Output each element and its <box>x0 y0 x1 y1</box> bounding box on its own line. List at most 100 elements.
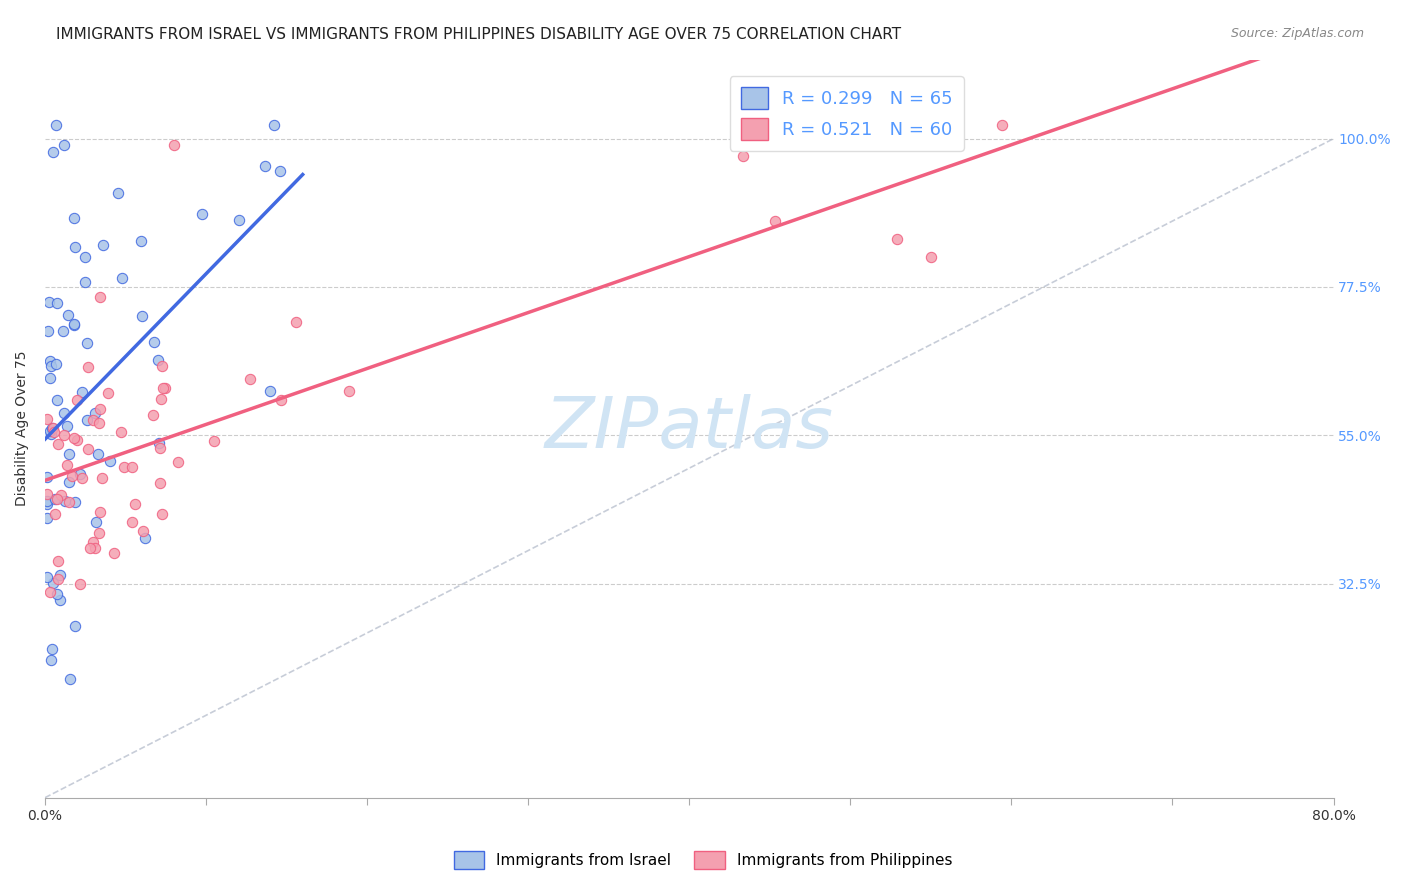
Immigrants from Philippines <box>886 232 908 246</box>
Immigrants from Philippines <box>163 138 186 153</box>
Immigrants from Philippines <box>52 428 75 442</box>
Immigrants from Philippines <box>97 386 120 401</box>
Immigrants from Philippines <box>239 372 262 386</box>
Immigrants from Philippines <box>149 476 172 491</box>
Immigrants from Philippines <box>110 425 132 439</box>
Immigrants from Israel <box>263 119 285 133</box>
Immigrants from Israel <box>91 238 114 252</box>
Legend: R = 0.299   N = 65, R = 0.521   N = 60: R = 0.299 N = 65, R = 0.521 N = 60 <box>730 76 963 151</box>
Immigrants from Philippines <box>155 381 177 395</box>
Immigrants from Philippines <box>763 214 786 228</box>
Immigrants from Israel <box>37 570 59 584</box>
Immigrants from Philippines <box>202 434 225 448</box>
Immigrants from Israel <box>83 406 105 420</box>
Immigrants from Israel <box>70 385 93 400</box>
Immigrants from Philippines <box>35 487 58 501</box>
Immigrants from Israel <box>45 587 67 601</box>
Immigrants from Israel <box>41 359 63 374</box>
Immigrants from Philippines <box>35 411 58 425</box>
Immigrants from Israel <box>146 353 169 368</box>
Immigrants from Philippines <box>89 416 111 430</box>
Immigrants from Israel <box>52 324 75 338</box>
Immigrants from Israel <box>76 336 98 351</box>
Immigrants from Israel <box>35 510 58 524</box>
Immigrants from Philippines <box>63 431 86 445</box>
Immigrants from Philippines <box>112 459 135 474</box>
Immigrants from Israel <box>131 309 153 323</box>
Text: Source: ZipAtlas.com: Source: ZipAtlas.com <box>1230 27 1364 40</box>
Immigrants from Philippines <box>270 392 292 407</box>
Immigrants from Israel <box>35 498 58 512</box>
Immigrants from Philippines <box>46 491 69 506</box>
Immigrants from Israel <box>53 494 76 508</box>
Immigrants from Israel <box>41 575 63 590</box>
Immigrants from Israel <box>39 353 62 368</box>
Immigrants from Israel <box>63 318 86 332</box>
Immigrants from Philippines <box>89 505 111 519</box>
Immigrants from Israel <box>38 295 60 310</box>
Immigrants from Israel <box>191 206 214 220</box>
Immigrants from Israel <box>41 427 63 442</box>
Immigrants from Israel <box>63 211 86 225</box>
Immigrants from Israel <box>65 240 87 254</box>
Immigrants from Philippines <box>41 420 63 434</box>
Immigrants from Israel <box>63 495 86 509</box>
Immigrants from Philippines <box>82 413 104 427</box>
Immigrants from Israel <box>75 250 97 264</box>
Immigrants from Israel <box>107 186 129 200</box>
Immigrants from Israel <box>53 138 76 153</box>
Immigrants from Philippines <box>733 149 755 163</box>
Immigrants from Philippines <box>49 488 72 502</box>
Immigrants from Philippines <box>284 315 307 329</box>
Immigrants from Israel <box>58 308 80 322</box>
Immigrants from Israel <box>87 447 110 461</box>
Immigrants from Philippines <box>121 515 143 529</box>
Immigrants from Philippines <box>38 585 60 599</box>
Immigrants from Israel <box>134 532 156 546</box>
Immigrants from Israel <box>73 276 96 290</box>
Legend: Immigrants from Israel, Immigrants from Philippines: Immigrants from Israel, Immigrants from … <box>447 845 959 875</box>
Immigrants from Israel <box>45 357 67 371</box>
Immigrants from Philippines <box>132 524 155 538</box>
Immigrants from Philippines <box>44 507 66 521</box>
Y-axis label: Disability Age Over 75: Disability Age Over 75 <box>15 351 30 507</box>
Immigrants from Israel <box>63 317 86 331</box>
Immigrants from Israel <box>42 145 65 159</box>
Immigrants from Israel <box>76 413 98 427</box>
Immigrants from Philippines <box>82 535 104 549</box>
Immigrants from Philippines <box>69 576 91 591</box>
Immigrants from Israel <box>59 672 82 686</box>
Immigrants from Israel <box>39 371 62 385</box>
Immigrants from Philippines <box>87 525 110 540</box>
Text: IMMIGRANTS FROM ISRAEL VS IMMIGRANTS FROM PHILIPPINES DISABILITY AGE OVER 75 COR: IMMIGRANTS FROM ISRAEL VS IMMIGRANTS FRO… <box>56 27 901 42</box>
Immigrants from Israel <box>35 494 58 508</box>
Immigrants from Israel <box>45 393 67 408</box>
Immigrants from Philippines <box>149 442 172 456</box>
Immigrants from Israel <box>58 475 80 489</box>
Immigrants from Israel <box>129 235 152 249</box>
Immigrants from Israel <box>84 516 107 530</box>
Immigrants from Philippines <box>124 497 146 511</box>
Immigrants from Philippines <box>60 469 83 483</box>
Immigrants from Israel <box>46 295 69 310</box>
Immigrants from Israel <box>58 447 80 461</box>
Immigrants from Israel <box>41 641 63 656</box>
Immigrants from Philippines <box>46 437 69 451</box>
Immigrants from Philippines <box>65 433 87 447</box>
Immigrants from Israel <box>259 384 281 399</box>
Immigrants from Israel <box>269 164 291 178</box>
Immigrants from Israel <box>56 418 79 433</box>
Immigrants from Philippines <box>48 554 70 568</box>
Text: ZIPatlas: ZIPatlas <box>544 394 834 463</box>
Immigrants from Philippines <box>70 471 93 485</box>
Immigrants from Israel <box>148 435 170 450</box>
Immigrants from Philippines <box>150 507 173 521</box>
Immigrants from Israel <box>111 271 134 285</box>
Immigrants from Philippines <box>84 541 107 556</box>
Immigrants from Philippines <box>920 250 942 264</box>
Immigrants from Israel <box>35 469 58 483</box>
Immigrants from Philippines <box>103 546 125 560</box>
Immigrants from Philippines <box>167 455 190 469</box>
Immigrants from Philippines <box>89 290 111 304</box>
Immigrants from Philippines <box>152 381 174 395</box>
